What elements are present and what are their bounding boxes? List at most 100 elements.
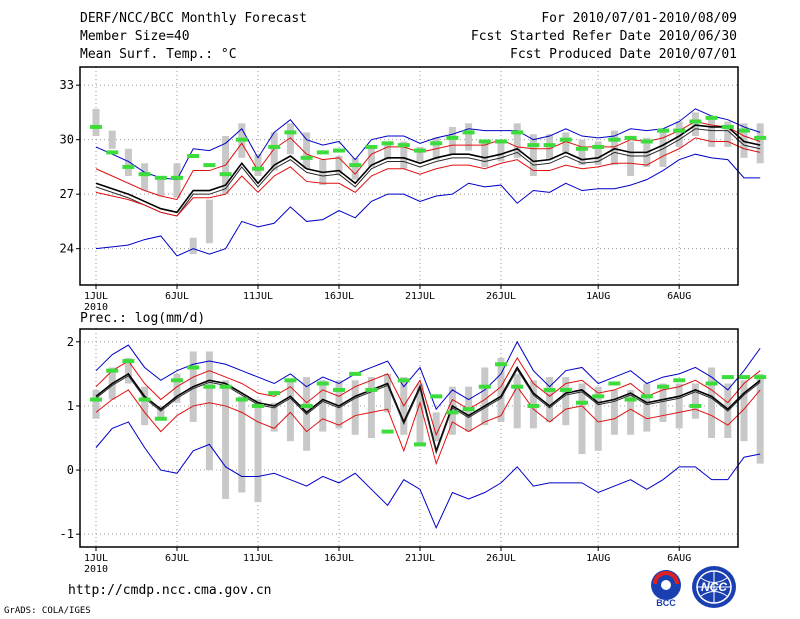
climatology-marker — [624, 397, 637, 402]
climatology-marker — [754, 375, 767, 380]
climatology-marker — [478, 139, 491, 144]
climatology-marker — [349, 163, 362, 168]
ensemble-box — [691, 112, 699, 137]
ensemble-box — [351, 157, 359, 180]
ensemble-box — [270, 132, 278, 171]
ensemble-box — [659, 383, 667, 422]
climatology-marker — [721, 124, 734, 129]
climatology-marker — [284, 378, 297, 383]
year-label: 2010 — [84, 564, 108, 575]
series-line-median — [95, 368, 761, 455]
ensemble-box — [92, 108, 100, 137]
climatology-marker — [446, 135, 459, 140]
ensemble-box — [286, 380, 294, 442]
climatology-marker — [624, 135, 637, 140]
y-tick-label: 30 — [60, 133, 74, 147]
ensemble-box — [594, 141, 602, 166]
x-tick-label: 16JUL — [324, 553, 354, 564]
climatology-marker — [203, 384, 216, 389]
ensemble-box — [351, 380, 359, 435]
climatology-marker — [576, 400, 588, 405]
series-line-min — [95, 153, 761, 257]
chart-title: DERF/NCC/BCC Monthly Forecast — [80, 11, 307, 26]
ensemble-box — [578, 383, 586, 455]
ensemble-box — [416, 146, 424, 162]
climatology-marker — [333, 148, 345, 153]
climatology-marker — [462, 407, 475, 412]
climatology-marker — [154, 416, 167, 421]
climatology-marker — [252, 166, 264, 171]
ncc-logo: NCC — [690, 564, 738, 610]
ensemble-box — [384, 373, 392, 413]
ensemble-box — [141, 163, 149, 191]
ensemble-box — [691, 383, 699, 419]
ensemble-box — [675, 383, 683, 429]
source-url[interactable]: http://cmdp.ncc.cma.gov.cn — [68, 583, 272, 598]
ensemble-box — [497, 357, 505, 422]
climatology-marker — [90, 397, 102, 402]
ensemble-box — [416, 383, 424, 445]
variable-label: Mean Surf. Temp.: °C — [80, 47, 237, 62]
x-tick-label: 1JUL — [84, 291, 108, 302]
forecast-period: For 2010/07/01-2010/08/09 — [541, 11, 737, 26]
ensemble-box — [92, 389, 100, 419]
climatology-marker — [738, 128, 750, 133]
ensemble-box — [189, 237, 197, 255]
y-tick-label: 24 — [60, 242, 74, 256]
climatology-marker — [608, 137, 621, 142]
plot-frame — [79, 328, 739, 548]
climatology-marker — [171, 378, 183, 383]
ensemble-box — [724, 121, 732, 147]
climatology-marker — [495, 139, 507, 144]
climatology-marker — [316, 381, 329, 386]
ensemble-box — [141, 386, 149, 426]
climatology-marker — [754, 135, 767, 140]
climatology-marker — [187, 154, 200, 159]
climatology-marker — [705, 115, 718, 120]
ensemble-box — [756, 123, 764, 164]
climatology-marker — [203, 163, 216, 168]
climatology-marker — [381, 429, 394, 434]
climatology-marker — [414, 442, 426, 447]
ensemble-box — [319, 380, 327, 432]
ensemble-box — [481, 367, 489, 426]
climatology-marker — [511, 384, 524, 389]
ensemble-box — [465, 123, 473, 151]
climatology-marker — [397, 143, 410, 148]
x-tick-label: 11JUL — [243, 553, 273, 564]
climatology-marker — [300, 403, 313, 408]
x-tick-label: 6AUG — [667, 553, 691, 564]
ensemble-box — [481, 139, 489, 167]
climatology-marker — [592, 394, 605, 399]
ensemble-box — [756, 373, 764, 464]
y-tick-label: 1 — [67, 399, 74, 413]
ensemble-box — [254, 399, 262, 503]
x-tick-label: 21JUL — [405, 291, 435, 302]
climatology-marker — [689, 403, 702, 408]
x-tick-label: 21JUL — [405, 553, 435, 564]
ensemble-box — [222, 380, 230, 499]
ensemble-box — [562, 377, 570, 426]
series-line-max — [95, 340, 761, 411]
series-line-mean — [95, 124, 761, 214]
ensemble-box — [367, 145, 375, 167]
climatology-marker — [171, 175, 183, 180]
climatology-marker — [640, 394, 653, 399]
climatology-marker — [738, 375, 750, 380]
climatology-marker — [721, 375, 734, 380]
ensemble-box — [610, 389, 618, 435]
y-tick-label: 0 — [67, 463, 74, 477]
climatology-marker — [543, 387, 556, 392]
forecast-produced-date: Fcst Produced Date 2010/07/01 — [510, 47, 737, 62]
climatology-marker — [397, 378, 410, 383]
y-tick-label: -1 — [60, 527, 74, 541]
climatology-marker — [122, 359, 135, 364]
ensemble-box — [578, 139, 586, 166]
climatology-marker — [381, 141, 394, 146]
series-line-p25 — [95, 385, 761, 466]
climatology-marker — [559, 137, 572, 142]
ensemble-box — [610, 130, 618, 166]
climatology-marker — [640, 139, 653, 144]
ensemble-box — [286, 123, 294, 155]
ensemble-box — [124, 148, 132, 176]
